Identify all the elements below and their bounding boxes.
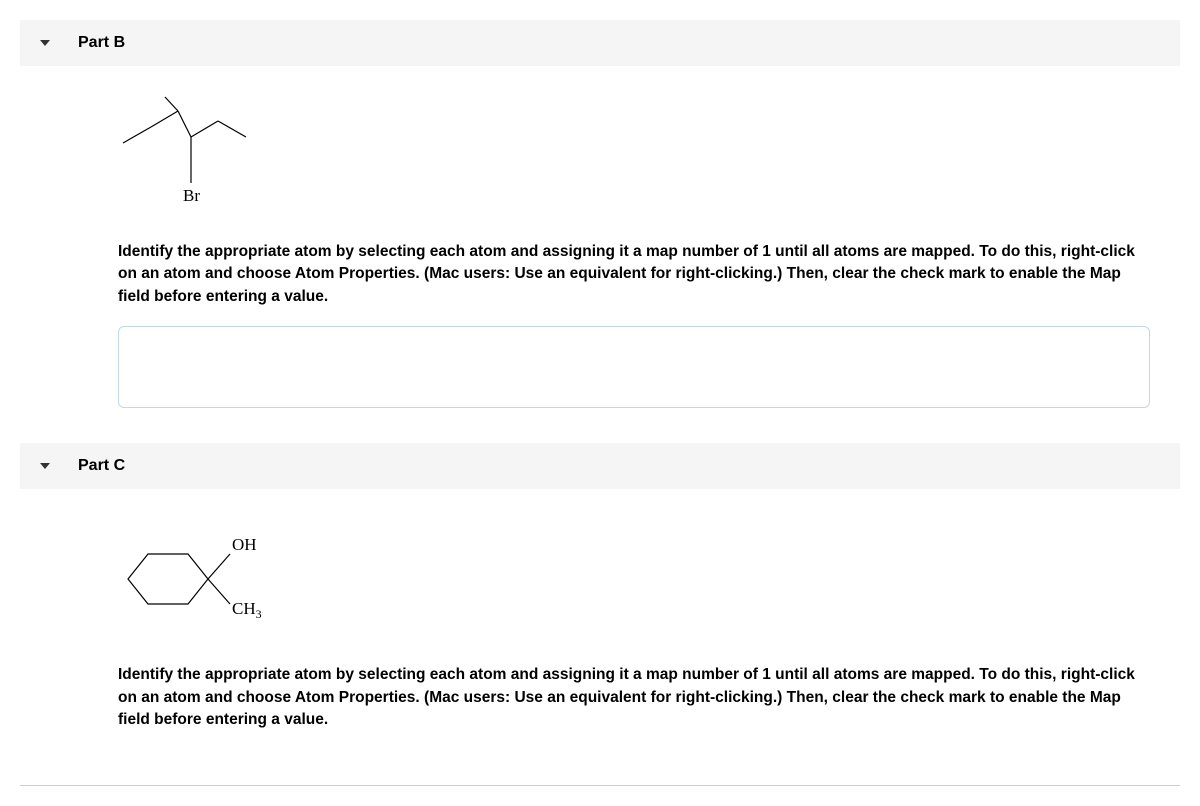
part-c-section: Part C OH CH3 Identify t — [20, 443, 1180, 774]
br-label: Br — [183, 186, 200, 205]
part-c-instructions: Identify the appropriate atom by selecti… — [118, 664, 1150, 731]
part-b-molecule: Br — [118, 91, 1150, 221]
part-b-header[interactable]: Part B — [20, 20, 1180, 66]
oh-label: OH — [232, 535, 257, 554]
part-c-body: OH CH3 Identify the appropriate atom by … — [20, 489, 1180, 774]
part-b-answer-box[interactable] — [118, 326, 1150, 408]
bottom-divider — [20, 785, 1180, 786]
part-b-body: Br Identify the appropriate atom by sele… — [20, 66, 1180, 433]
molecule-c-svg: OH CH3 — [118, 514, 318, 644]
part-b-instructions: Identify the appropriate atom by selecti… — [118, 241, 1150, 308]
part-c-header[interactable]: Part C — [20, 443, 1180, 489]
part-b-section: Part B — [20, 20, 1180, 433]
caret-down-icon — [40, 40, 50, 46]
part-b-title: Part B — [78, 34, 125, 52]
caret-down-icon — [40, 463, 50, 469]
part-c-title: Part C — [78, 457, 125, 475]
molecule-b-svg: Br — [118, 91, 278, 221]
ch3-label: CH3 — [232, 599, 262, 621]
part-c-molecule: OH CH3 — [118, 514, 1150, 644]
